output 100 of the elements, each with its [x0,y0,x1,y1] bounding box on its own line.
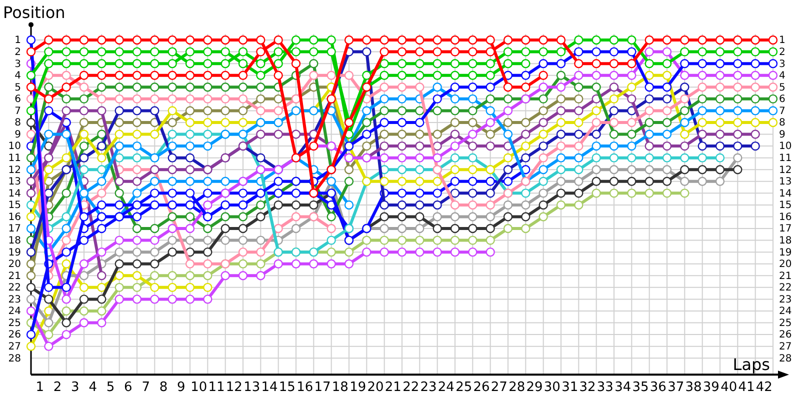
y2-tick-label: 18 [779,235,792,246]
x-tick-label: 37 [668,380,684,395]
x-tick-label: 26 [473,380,490,395]
x-tick-label: 29 [526,380,543,395]
x-tick-label: 27 [490,380,508,395]
y2-tick-label: 25 [779,318,792,329]
y-tick-label: 16 [8,212,21,223]
y2-tick-label: 5 [779,82,786,94]
y-tick-label: 28 [8,353,21,364]
x-tick-label: 23 [420,380,437,395]
y-tick-label: 7 [14,106,21,117]
x-tick-label: 7 [142,380,150,395]
y-tick-label: 23 [8,294,21,306]
y2-tick-label: 6 [779,94,786,106]
x-tick-label: 38 [685,380,702,395]
x-tick-label: 41 [738,380,755,395]
y2-tick-label: 3 [779,58,786,70]
y2-tick-label: 8 [779,118,786,129]
y-tick-label: 22 [8,282,21,294]
x-tick-label: 6 [124,380,132,395]
x-tick-label: 15 [278,380,296,395]
x-axis-title: Laps [732,355,770,374]
y2-tick-label: 12 [779,164,792,176]
y-tick-label: 2 [14,46,21,58]
x-tick-label: 36 [650,380,666,395]
x-tick-label: 17 [314,380,331,395]
x-tick-label: 28 [508,380,526,395]
y-tick-label: 18 [8,235,21,246]
y-tick-label: 3 [14,58,21,70]
x-tick-label: 14 [261,380,278,395]
x-tick-label: 25 [456,380,472,395]
x-tick-label: 1 [36,380,44,395]
x-tick-label: 16 [296,380,314,395]
y2-tick-label: 21 [779,270,792,282]
x-tick-label: 40 [720,380,738,395]
y-axis-title: Position [3,3,66,22]
y-tick-label: 20 [8,259,21,270]
x-tick-label: 30 [544,380,560,395]
y2-tick-label: 22 [779,282,792,294]
y2-tick-label: 16 [779,212,792,223]
y2-tick-label: 7 [779,106,786,117]
x-tick-label: 33 [596,380,614,395]
x-tick-label: 12 [226,380,242,395]
y-tick-label: 17 [8,224,21,235]
y2-tick-label: 24 [779,306,792,318]
x-tick-label: 21 [384,380,402,395]
y-tick-label: 10 [8,141,21,152]
y2-tick-label: 11 [779,153,792,164]
x-tick-label: 24 [438,380,454,395]
y2-tick-label: 4 [779,70,786,82]
x-tick-label: 8 [159,380,168,395]
y2-tick-label: 9 [779,129,786,140]
y2-tick-label: 19 [779,247,792,258]
y-tick-label: 5 [14,82,21,94]
y-tick-label: 1 [14,35,21,46]
x-tick-label: 10 [190,380,208,395]
y2-tick-label: 14 [779,188,792,200]
x-tick-label: 20 [367,380,384,395]
y-tick-label: 9 [14,129,21,140]
x-tick-label: 9 [177,380,186,395]
y-tick-label: 24 [8,306,21,318]
y2-tick-label: 23 [779,294,792,306]
y2-tick-label: 20 [779,259,792,270]
x-tick-label: 4 [88,380,97,395]
x-tick-label: 22 [402,380,420,395]
y-tick-label: 19 [8,247,21,258]
x-tick-label: 35 [632,380,649,395]
y-tick-label: 25 [8,318,21,329]
y2-tick-label: 15 [779,200,792,212]
x-tick-label: 34 [614,380,632,395]
x-tick-label: 32 [579,380,596,395]
y-tick-label: 14 [8,188,21,200]
x-tick-label: 18 [332,380,348,395]
x-tick-label: 5 [106,380,115,395]
y-tick-label: 13 [8,176,21,188]
y-tick-label: 27 [8,342,21,353]
x-tick-label: 2 [53,380,62,395]
y2-tick-label: 2 [779,46,786,58]
y-tick-label: 12 [8,164,21,176]
y2-tick-label: 10 [779,141,792,152]
x-tick-label: 13 [244,380,260,395]
y-tick-label: 21 [8,270,21,282]
x-tick-label: 31 [562,380,578,395]
x-tick-label: 39 [702,380,720,395]
y2-tick-label: 26 [779,330,792,341]
y2-tick-label: 1 [779,35,786,46]
y-tick-label: 26 [8,330,21,341]
x-tick-label: 42 [756,380,772,395]
y-tick-label: 6 [14,94,21,106]
y2-tick-label: 28 [779,353,792,364]
x-tick-label: 11 [208,380,225,395]
y-tick-label: 15 [8,200,21,212]
y-tick-label: 11 [8,153,21,164]
y-tick-label: 4 [14,70,21,82]
y2-tick-label: 17 [779,224,792,235]
y2-tick-label: 13 [779,176,792,188]
x-tick-label: 3 [71,380,80,395]
y2-tick-label: 27 [779,342,792,353]
x-tick-label: 19 [350,380,366,395]
y-tick-label: 8 [14,118,21,129]
